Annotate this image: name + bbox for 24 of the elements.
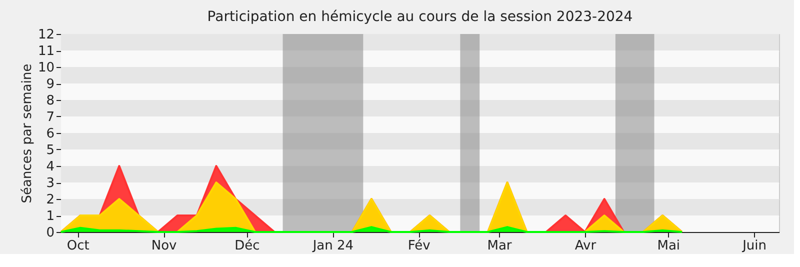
y-tick-label: 6 xyxy=(46,126,54,142)
y-tick-label: 9 xyxy=(46,77,54,92)
y-tick-label: 12 xyxy=(38,28,54,42)
x-tick-label: Déc xyxy=(234,238,260,254)
x-tick-label: Juin xyxy=(742,238,767,254)
x-tick-label: Jan 24 xyxy=(312,238,354,254)
y-tick-label: 2 xyxy=(46,192,54,208)
y-tick-label: 10 xyxy=(38,60,54,76)
x-tick-label: Avr xyxy=(574,238,597,254)
y-tick-label: 7 xyxy=(46,110,54,125)
y-tick-label: 8 xyxy=(46,94,54,108)
y-tick-label: 11 xyxy=(38,44,54,59)
x-tick-label: Oct xyxy=(66,238,90,254)
y-tick-label: 0 xyxy=(46,226,54,240)
y-tick-label: 4 xyxy=(46,160,54,174)
y-tick-label: 5 xyxy=(46,143,54,158)
x-tick-label: Fév xyxy=(408,238,431,254)
y-tick-label: 1 xyxy=(46,209,54,224)
x-tick-label: Mar xyxy=(487,238,512,254)
x-tick-label: Mai xyxy=(657,238,680,254)
chart-title: Participation en hémicycle au cours de la session 2023-2024 xyxy=(207,9,633,25)
y-axis-title: Séances par semaine xyxy=(20,64,35,204)
x-tick-label: Nov xyxy=(151,238,178,254)
y-tick-label: 3 xyxy=(46,176,54,191)
